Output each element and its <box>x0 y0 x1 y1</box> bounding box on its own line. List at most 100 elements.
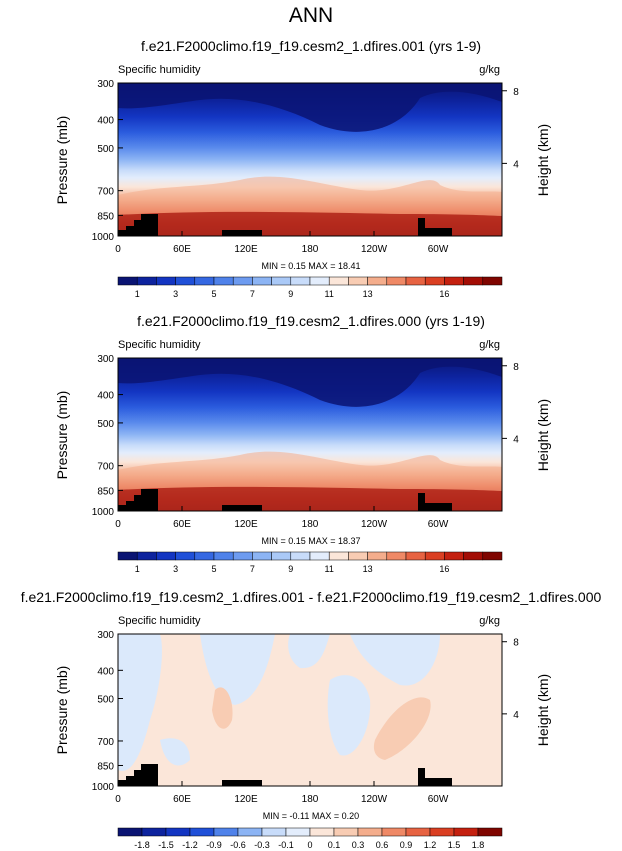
axes: 0 60E 120E 180 120W 60W 300 400 500 700 850 1000 8 4 <box>92 354 519 530</box>
colorbar-label: 5 <box>211 564 216 574</box>
y-tick-label: 850 <box>97 761 114 772</box>
colorbar-swatch <box>237 827 263 837</box>
colorbar-swatch <box>444 551 464 561</box>
right-axis-label: Height (km) <box>535 399 551 471</box>
colorbar-label: 1 <box>135 564 140 574</box>
colorbar-swatch <box>309 276 330 286</box>
colorbar-label: 3 <box>173 564 178 574</box>
colorbar-swatch <box>213 827 239 837</box>
topography-mask <box>118 764 452 786</box>
x-tick-label: 0 <box>115 794 121 805</box>
x-tick-label: 0 <box>115 244 121 255</box>
x-tick-label: 120W <box>361 519 388 530</box>
colorbar-swatch <box>386 276 407 286</box>
x-tick-label: 0 <box>115 519 121 530</box>
x-tick-label: 60E <box>173 794 191 805</box>
y-axis-label: Pressure (mb) <box>54 116 70 205</box>
topography-mask <box>118 214 452 236</box>
colorbar-label: 16 <box>439 564 449 574</box>
panel-2: f.e21.F2000climo.f19_f19.cesm2_1.dfires.… <box>54 313 551 574</box>
colorbar-swatch <box>213 551 234 561</box>
colorbar-label: 0 <box>307 840 312 850</box>
x-tick-label: 60W <box>428 794 449 805</box>
colorbar-swatch <box>232 276 253 286</box>
colorbar-swatch <box>405 827 431 837</box>
colorbar-label: 13 <box>363 289 373 299</box>
colorbar-label: 7 <box>250 289 255 299</box>
colorbar-swatch <box>136 551 157 561</box>
colorbar-swatch <box>328 276 349 286</box>
y-tick-label: 500 <box>97 144 114 155</box>
topography-mask <box>118 489 452 511</box>
y-tick-label: 700 <box>97 462 114 473</box>
colorbar-swatch <box>213 276 234 286</box>
units-label: g/kg <box>479 615 500 627</box>
colorbar-swatch <box>117 551 138 561</box>
colorbar-swatch <box>348 551 368 561</box>
right-tick-label: 8 <box>513 362 519 373</box>
colorbar-label: 1.2 <box>424 840 437 850</box>
colorbar-swatch <box>357 827 383 837</box>
x-tick-label: 180 <box>302 794 319 805</box>
colorbar-label: 3 <box>173 289 178 299</box>
right-tick-label: 8 <box>513 638 519 649</box>
colorbar-label: -0.6 <box>230 840 246 850</box>
y-tick-label: 1000 <box>92 782 115 793</box>
x-tick-label: 60W <box>428 244 449 255</box>
x-tick-label: 60W <box>428 519 449 530</box>
y-axis-label: Pressure (mb) <box>54 666 70 755</box>
y-tick-label: 700 <box>97 187 114 198</box>
right-tick-label: 4 <box>513 434 519 445</box>
contour-field <box>118 634 502 786</box>
right-axis-label: Height (km) <box>535 124 551 196</box>
right-tick-label: 8 <box>513 87 519 98</box>
y-tick-label: 700 <box>97 737 114 748</box>
colorbar-swatch <box>261 827 287 837</box>
right-axis-label: Height (km) <box>535 674 551 746</box>
y-tick-label: 850 <box>97 486 114 497</box>
units-label: g/kg <box>479 339 500 351</box>
colorbar-label: 9 <box>288 564 293 574</box>
colorbar-swatch <box>290 551 311 561</box>
colorbar-label: -0.3 <box>254 840 270 850</box>
y-axis-label: Pressure (mb) <box>54 391 70 480</box>
right-tick-label: 4 <box>513 159 519 170</box>
colorbar-swatch <box>482 551 503 561</box>
colorbar-label: 1.8 <box>472 840 485 850</box>
x-tick-label: 60E <box>173 519 191 530</box>
colorbar-swatch <box>309 827 335 837</box>
y-tick-label: 300 <box>97 630 114 641</box>
colorbar-swatch <box>117 276 138 286</box>
colorbar-swatch <box>252 551 272 561</box>
y-tick-label: 300 <box>97 79 114 90</box>
axes: 0 60E 120E 180 120W 60W 300 400 500 700 850 1000 8 4 <box>92 630 519 805</box>
stats-label: MIN = 0.15 MAX = 18.41 <box>261 261 360 271</box>
x-tick-label: 60E <box>173 244 191 255</box>
colorbar-swatch <box>117 827 143 837</box>
y-tick-label: 400 <box>97 391 114 402</box>
colorbar-swatch <box>290 276 311 286</box>
y-tick-label: 1000 <box>92 232 115 243</box>
colorbar-swatch <box>189 827 215 837</box>
colorbar-label: -1.2 <box>182 840 198 850</box>
colorbar-swatch <box>348 276 368 286</box>
colorbar-label: 11 <box>325 289 334 299</box>
x-tick-label: 120E <box>234 244 258 255</box>
colorbar-label: 11 <box>325 564 334 574</box>
x-tick-label: 180 <box>302 519 319 530</box>
colorbar-swatch <box>271 276 292 286</box>
colorbar-swatch <box>333 827 359 837</box>
colorbar: -1.8 -1.5 -1.2 -0.9 -0.6 -0.3 -0.1 0 0.1 0.3 0.6 0.… <box>117 827 503 850</box>
colorbar-swatch <box>477 827 503 837</box>
x-tick-label: 120W <box>361 794 388 805</box>
x-tick-label: 120W <box>361 244 388 255</box>
variable-label: Specific humidity <box>118 615 201 627</box>
colorbar-swatch <box>194 276 215 286</box>
colorbar-label: 0.9 <box>400 840 413 850</box>
right-tick-label: 4 <box>513 710 519 721</box>
colorbar-swatch <box>271 551 292 561</box>
variable-label: Specific humidity <box>118 64 201 76</box>
colorbar-swatch <box>175 551 196 561</box>
colorbar: 1 3 5 7 9 11 13 16 <box>117 551 503 574</box>
